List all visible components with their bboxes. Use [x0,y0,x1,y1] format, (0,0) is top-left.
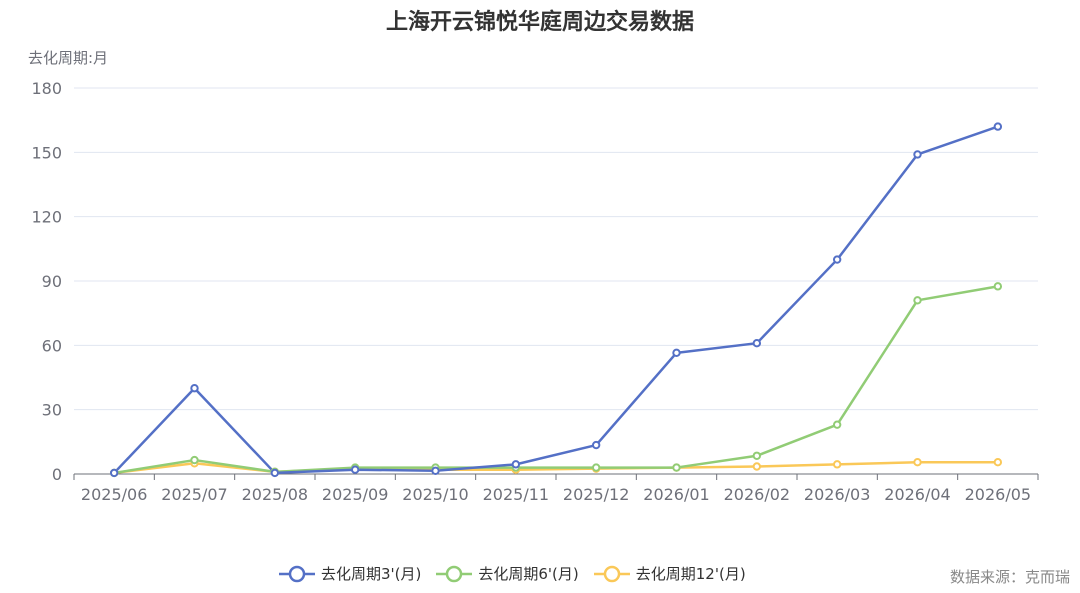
legend-label: 去化周期6'(月) [478,565,579,583]
data-point [752,451,762,460]
x-tick-label: 2026/03 [804,485,870,504]
x-tick-label: 2025/12 [563,485,629,504]
legend-line-icon [279,565,315,582]
data-point [993,122,1003,131]
data-point [591,440,601,450]
y-tick-label: 60 [42,336,62,355]
data-point [190,384,199,393]
data-point [431,466,440,475]
data-point [832,460,842,469]
legend-label: 去化周期12'(月) [635,565,746,583]
chart-title: 上海开云锦悦华庭周边交易数据 [385,10,694,35]
data-point [752,338,762,348]
y-tick-label: 30 [42,401,62,420]
data-point [993,458,1003,467]
y-axis-label: 去化周期:月 [28,49,109,67]
data-point [672,348,681,358]
y-tick-label: 120 [31,208,62,227]
data-point [511,460,521,469]
data-point [591,463,601,472]
data-point [672,463,681,472]
x-tick-label: 2025/11 [483,485,549,504]
data-point [913,150,922,159]
series-line [113,285,999,475]
data-source: 数据来源：克而瑞 [949,568,1070,586]
x-tick-label: 2025/08 [242,485,308,504]
legend-item[interactable]: 去化周期6'(月) [435,563,579,584]
x-tick-label: 2026/05 [965,485,1031,504]
legend-line-icon [593,565,630,582]
legend-item[interactable]: 去化周期3'(月) [278,563,421,584]
y-tick-label: 180 [31,79,62,98]
data-point [109,468,119,478]
legend-item[interactable]: 去化周期12'(月) [593,563,746,584]
x-tick-label: 2025/07 [161,485,227,504]
data-point [913,458,922,467]
data-point [832,255,842,264]
x-tick-label: 2025/10 [402,485,468,504]
data-point [350,465,360,474]
x-tick-label: 2026/02 [724,485,790,504]
data-point [270,468,280,478]
legend-line-icon [436,565,473,582]
y-tick-label: 90 [42,272,62,291]
x-tick-label: 2026/01 [643,485,709,504]
series-line [113,125,999,475]
legend-label: 去化周期3'(月) [321,565,422,583]
chart-legend: 去化周期3'(月) 去化周期6'(月) 去化周期12'(月) [278,563,760,584]
x-tick-label: 2026/04 [884,485,950,504]
data-point [993,282,1003,291]
y-tick-label: 0 [52,465,62,484]
data-point [832,420,842,429]
y-tick-label: 150 [31,143,62,162]
data-point [190,455,199,465]
data-point [913,296,922,305]
data-point [752,462,762,471]
x-tick-label: 2025/09 [322,485,388,504]
x-tick-label: 2025/06 [81,485,147,504]
